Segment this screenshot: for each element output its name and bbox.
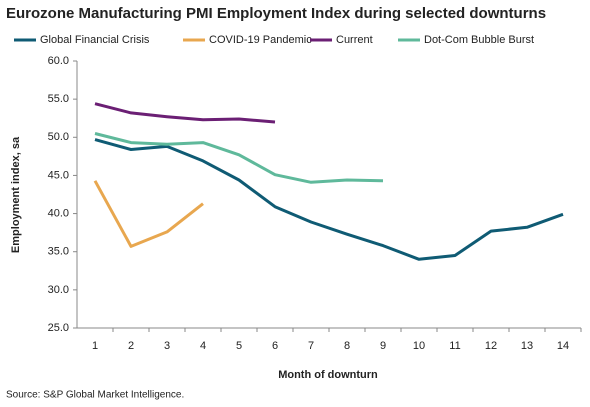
series-line — [94, 102, 276, 124]
legend-label: Current — [336, 34, 373, 46]
x-tick-label: 7 — [308, 340, 314, 352]
y-tick-label: 50.0 — [48, 131, 69, 143]
series-line — [94, 132, 384, 184]
x-tick-label: 9 — [380, 340, 386, 352]
y-tick-label: 35.0 — [48, 246, 69, 258]
series-line — [93, 180, 204, 248]
x-tick-label: 2 — [128, 340, 134, 352]
x-tick-label: 11 — [449, 340, 460, 352]
y-axis-title: Employment index, sa — [10, 136, 22, 253]
x-tick-label: 3 — [164, 340, 170, 352]
x-tick-label: 6 — [272, 340, 278, 352]
y-tick-label: 30.0 — [48, 284, 69, 296]
x-tick-label: 4 — [200, 340, 206, 352]
x-axis-title: Month of downturn — [278, 369, 378, 381]
y-tick-label: 25.0 — [48, 322, 69, 334]
legend-label: Global Financial Crisis — [40, 34, 150, 46]
x-tick-label: 12 — [485, 340, 497, 352]
y-tick-label: 40.0 — [48, 207, 69, 219]
x-tick-label: 8 — [344, 340, 350, 352]
y-tick-label: 45.0 — [48, 169, 69, 181]
legend-label: Dot-Com Bubble Burst — [424, 34, 534, 46]
legend-label: COVID-19 Pandemic — [209, 34, 312, 46]
x-tick-label: 14 — [557, 340, 569, 352]
series-line — [94, 138, 564, 261]
x-tick-label: 1 — [92, 340, 98, 352]
y-tick-label: 55.0 — [48, 93, 69, 105]
x-tick-label: 13 — [521, 340, 533, 352]
source: Source: S&P Global Market Intelligence. — [6, 390, 184, 401]
x-tick-label: 10 — [413, 340, 425, 352]
chart-title: Eurozone Manufacturing PMI Employment In… — [6, 5, 546, 22]
x-tick-label: 5 — [236, 340, 242, 352]
y-tick-label: 60.0 — [48, 55, 69, 67]
